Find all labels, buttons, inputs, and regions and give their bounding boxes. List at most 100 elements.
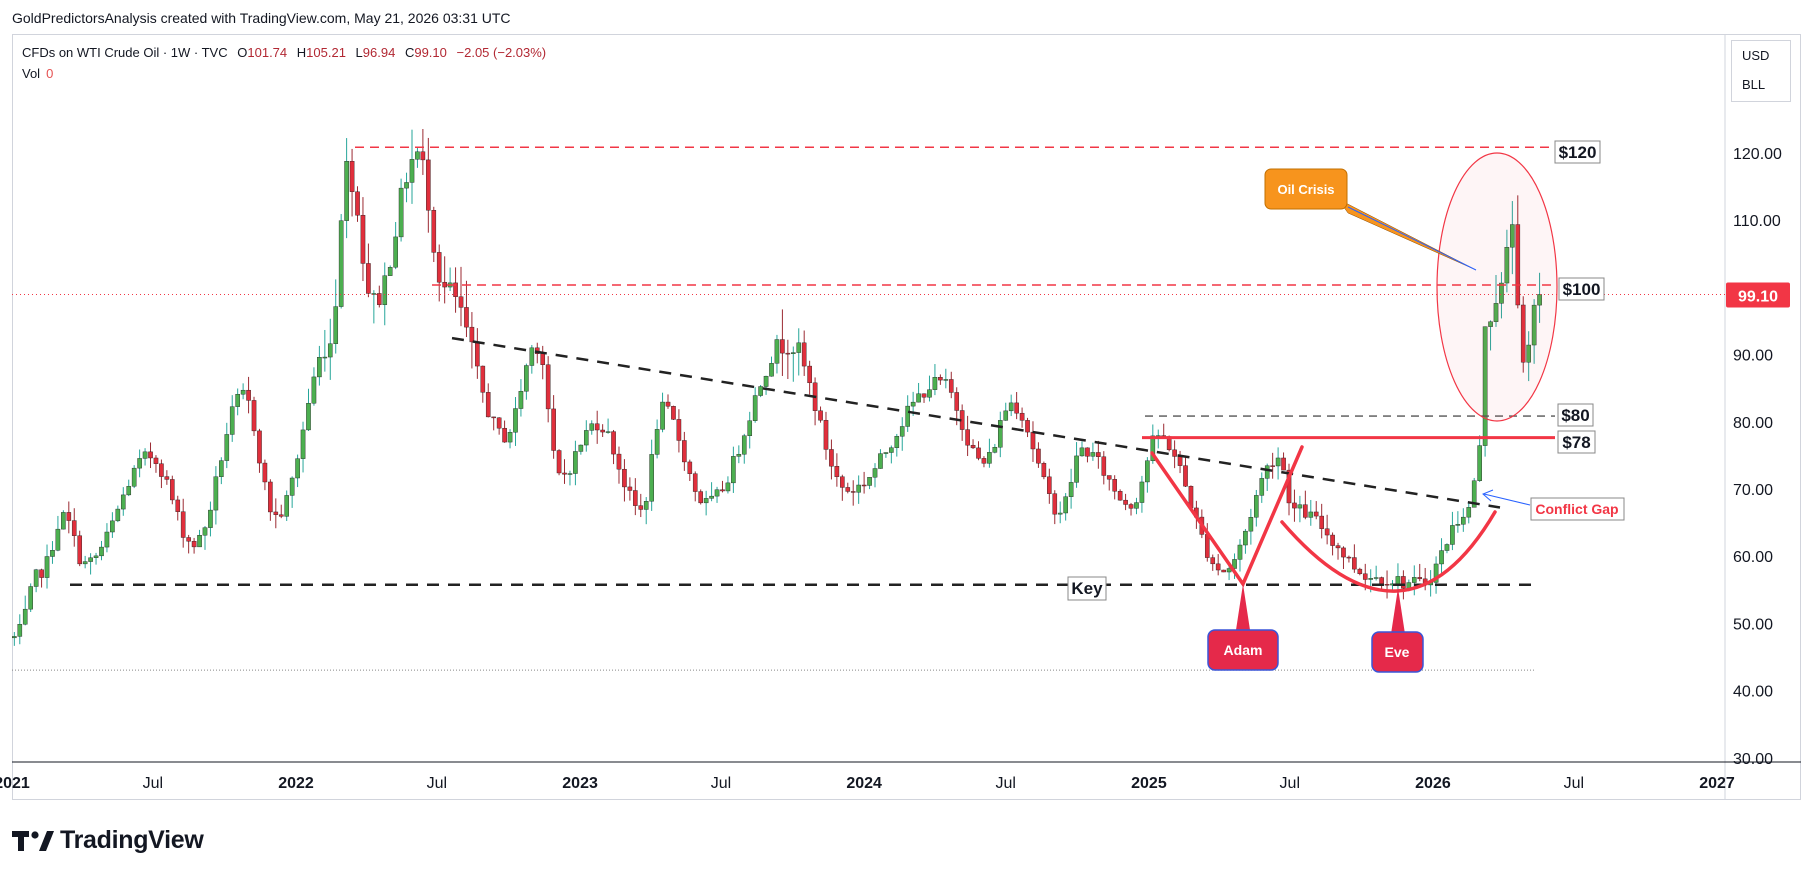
time-tick-label: 2025 bbox=[1131, 775, 1167, 792]
unit-label[interactable]: BLL bbox=[1742, 77, 1766, 92]
candle-up bbox=[371, 290, 377, 324]
candle-down bbox=[366, 243, 371, 298]
candle-up bbox=[197, 529, 202, 548]
candle-up bbox=[856, 475, 861, 504]
candle-down bbox=[1041, 461, 1047, 480]
eve-label: Eve bbox=[1385, 644, 1410, 660]
candle-down bbox=[616, 446, 622, 484]
last-price-tag bbox=[1726, 282, 1790, 308]
price-tick-label: 60.00 bbox=[1733, 549, 1773, 566]
candle-down bbox=[1036, 442, 1041, 468]
low-label: L bbox=[355, 45, 363, 60]
candle-down bbox=[938, 374, 943, 385]
candle-down bbox=[278, 504, 284, 519]
oil-crisis-label: Oil Crisis bbox=[1277, 182, 1334, 197]
unit-selector[interactable]: USD BLL bbox=[1731, 40, 1791, 102]
candle-up bbox=[649, 439, 654, 511]
candle-up bbox=[758, 384, 763, 398]
candle-up bbox=[28, 583, 33, 613]
candle-down bbox=[475, 328, 480, 379]
candle-up bbox=[202, 526, 208, 550]
level-80-label: $80 bbox=[1561, 406, 1589, 425]
candle-up bbox=[393, 221, 398, 270]
candle-up bbox=[583, 420, 589, 452]
candle-up bbox=[1079, 441, 1085, 457]
candle-up bbox=[943, 368, 949, 389]
candle-up bbox=[1493, 274, 1499, 327]
candle-down bbox=[1520, 296, 1526, 373]
price-tick-label: 40.00 bbox=[1733, 684, 1773, 701]
candle-up bbox=[796, 328, 802, 376]
currency-label[interactable]: USD bbox=[1742, 48, 1770, 63]
candle-down bbox=[850, 480, 856, 506]
candle-down bbox=[1123, 493, 1128, 511]
candle-up bbox=[1297, 495, 1303, 523]
level-78-box bbox=[1557, 430, 1596, 454]
candle-down bbox=[1101, 451, 1107, 485]
candle-up bbox=[17, 614, 23, 645]
candle-down bbox=[633, 478, 638, 516]
candle-up bbox=[1248, 508, 1254, 545]
candle-up bbox=[1504, 229, 1510, 293]
level-100-label: $100 bbox=[1563, 280, 1601, 299]
candle-down bbox=[1177, 450, 1183, 474]
candle-down bbox=[1047, 468, 1052, 504]
candle-down bbox=[1357, 567, 1363, 576]
key-level-label: Key bbox=[1071, 579, 1103, 598]
candle-up bbox=[1254, 489, 1259, 527]
candle-down bbox=[355, 186, 360, 222]
candle-down bbox=[970, 439, 976, 449]
candle-down bbox=[682, 431, 687, 471]
candle-up bbox=[1477, 435, 1482, 482]
candle-up bbox=[1139, 475, 1145, 513]
candle-up bbox=[61, 510, 66, 530]
candle-up bbox=[208, 501, 213, 537]
candle-down bbox=[170, 475, 175, 505]
time-tick-label: 2027 bbox=[1699, 775, 1735, 792]
candle-down bbox=[807, 360, 812, 395]
candle-up bbox=[769, 356, 774, 377]
candle-down bbox=[1384, 570, 1390, 599]
time-tick-label: Jul bbox=[996, 775, 1016, 792]
conflict-gap-arrow bbox=[1483, 493, 1531, 506]
candle-down bbox=[1030, 421, 1036, 462]
candle-up bbox=[55, 515, 61, 552]
descending-trendline bbox=[451, 336, 1501, 509]
candle-down bbox=[1422, 567, 1428, 591]
candle-down bbox=[1515, 195, 1521, 309]
candle-down bbox=[1313, 501, 1319, 520]
candle-up bbox=[382, 262, 388, 326]
candle-up bbox=[1510, 201, 1515, 275]
candle-up bbox=[567, 470, 573, 486]
candle-up bbox=[88, 553, 93, 575]
candle-up bbox=[344, 138, 349, 239]
candle-up bbox=[605, 418, 611, 434]
candle-down bbox=[720, 480, 725, 493]
candle-down bbox=[545, 356, 551, 423]
candle-up bbox=[573, 440, 578, 486]
candle-up bbox=[284, 490, 289, 521]
close-value: 99.10 bbox=[414, 45, 447, 60]
candle-up bbox=[219, 457, 224, 485]
candle-up bbox=[387, 265, 393, 276]
open-label: O bbox=[237, 45, 248, 60]
eve-callout bbox=[1371, 631, 1424, 673]
candle-down bbox=[485, 383, 491, 418]
candle-up bbox=[889, 445, 894, 464]
candle-down bbox=[1085, 447, 1090, 463]
candle-down bbox=[77, 530, 83, 567]
candle-down bbox=[1292, 489, 1297, 522]
candle-down bbox=[981, 456, 987, 468]
candle-up bbox=[872, 463, 878, 488]
candle-up bbox=[878, 449, 883, 469]
candle-down bbox=[1106, 475, 1112, 491]
candle-up bbox=[774, 334, 780, 374]
close-label: C bbox=[404, 45, 415, 60]
candle-down bbox=[965, 415, 970, 457]
chart-frame bbox=[12, 34, 1801, 800]
candle-down bbox=[148, 442, 153, 469]
brand-footer[interactable]: TradingView bbox=[12, 826, 204, 855]
candle-down bbox=[1221, 569, 1226, 573]
ohlc-legend: CFDs on WTI Crude Oil · 1W · TVC O101.74… bbox=[22, 45, 546, 60]
